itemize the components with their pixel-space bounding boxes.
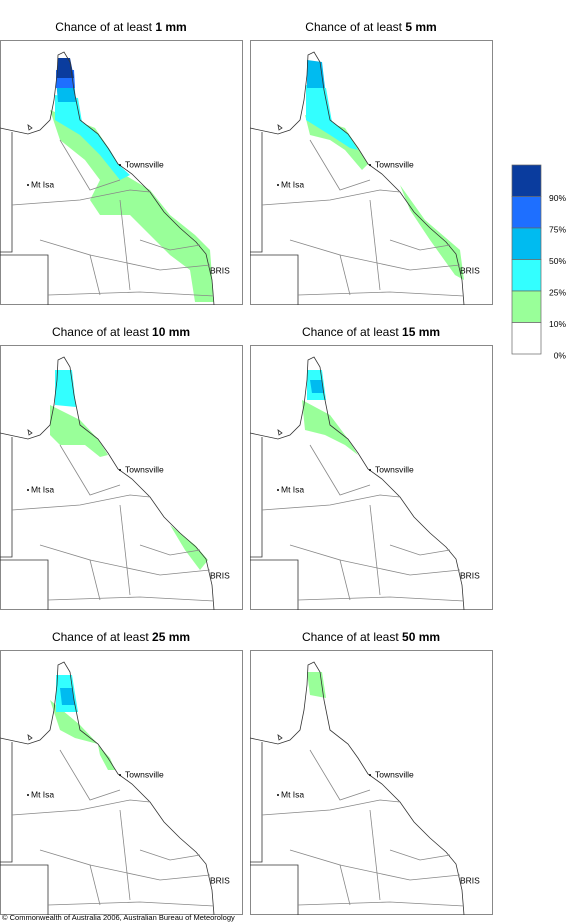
rain-area [60, 688, 75, 705]
place-dot [277, 794, 279, 796]
place-dot [119, 164, 121, 166]
map-panel: Townsville Mt Isa BRIS [0, 345, 243, 611]
panel-title: Chance of at least 15 mm [302, 325, 440, 339]
title-amount: 15 mm [402, 325, 440, 339]
place-dot [27, 184, 29, 186]
legend: 90% 75% 50% 25% 10% 0% [511, 164, 567, 360]
title-amount: 5 mm [405, 20, 436, 34]
place-label: Mt Isa [281, 789, 304, 799]
title-amount: 25 mm [152, 630, 190, 644]
place-label: Mt Isa [31, 789, 54, 799]
legend-label: 75% [549, 224, 566, 234]
map-panel: Townsville Mt Isa BRIS [0, 650, 243, 916]
legend-swatch [511, 196, 542, 229]
panel-frame [250, 345, 493, 610]
rain-area [310, 380, 324, 393]
rain-area [400, 185, 464, 280]
title-amount: 1 mm [155, 20, 186, 34]
rain-area [50, 405, 108, 457]
rain-area [170, 525, 208, 570]
panel-title: Chance of at least 10 mm [52, 325, 190, 339]
place-label: Mt Isa [281, 484, 304, 494]
legend-swatch [511, 322, 542, 355]
place-label: BRIS [210, 875, 230, 885]
map-panel: Townsville Mt Isa BRIS [249, 650, 493, 916]
rain-area [55, 95, 130, 180]
place-dot [27, 794, 29, 796]
place-label: Mt Isa [281, 179, 304, 189]
map-panel: Townsville Mt Isa BRIS [249, 345, 493, 611]
place-label: Townsville [125, 769, 164, 779]
panel-frame [250, 650, 493, 915]
panel-title: Chance of at least 1 mm [55, 20, 186, 34]
place-label: Townsville [375, 464, 414, 474]
place-label: Townsville [375, 159, 414, 169]
title-prefix: Chance of at least [302, 630, 399, 644]
place-dot [277, 489, 279, 491]
place-dot [119, 469, 121, 471]
panel-frame [0, 345, 243, 610]
panel-title: Chance of at least 25 mm [52, 630, 190, 644]
place-label: Mt Isa [31, 179, 54, 189]
place-dot [369, 469, 371, 471]
panel-title: Chance of at least 5 mm [305, 20, 436, 34]
place-label: Townsville [125, 159, 164, 169]
legend-label: 50% [549, 256, 566, 266]
rain-areas [50, 370, 208, 570]
place-dot [27, 489, 29, 491]
place-label: BRIS [210, 265, 230, 275]
rain-area [306, 85, 358, 150]
place-label: BRIS [460, 875, 480, 885]
rain-area [55, 370, 76, 407]
legend-label: 90% [549, 193, 566, 203]
copyright: © Commonwealth of Australia 2006, Austra… [2, 913, 235, 922]
map-panel: Townsville Mt Isa BRIS [249, 40, 493, 306]
title-prefix: Chance of at least [55, 20, 152, 34]
panel-title: Chance of at least 50 mm [302, 630, 440, 644]
legend-swatch [511, 164, 542, 197]
legend-label: 25% [549, 287, 566, 297]
rain-areas [50, 675, 115, 770]
panel-frame [0, 650, 243, 915]
title-prefix: Chance of at least [52, 630, 149, 644]
place-label: BRIS [210, 570, 230, 580]
title-amount: 10 mm [152, 325, 190, 339]
rain-areas [305, 60, 464, 280]
rain-area [98, 745, 115, 770]
legend-label: 0% [554, 350, 567, 360]
legend-swatch [511, 259, 542, 292]
place-dot [277, 184, 279, 186]
panels: Chance of at least 1 mm Townsville Mt Isa B… [0, 20, 493, 916]
place-label: BRIS [460, 265, 480, 275]
rain-areas [50, 58, 214, 302]
rain-areas [302, 370, 358, 455]
legend-label: 10% [549, 319, 566, 329]
title-amount: 50 mm [402, 630, 440, 644]
legend-swatch [511, 290, 542, 323]
place-dot [369, 164, 371, 166]
place-label: Townsville [375, 769, 414, 779]
title-prefix: Chance of at least [302, 325, 399, 339]
place-label: Townsville [125, 464, 164, 474]
map-panel: Townsville Mt Isa BRIS [0, 40, 243, 306]
title-prefix: Chance of at least [52, 325, 149, 339]
place-label: Mt Isa [31, 484, 54, 494]
place-dot [119, 774, 121, 776]
rain-area [50, 110, 214, 302]
title-prefix: Chance of at least [305, 20, 402, 34]
rain-area [302, 400, 358, 455]
place-label: BRIS [460, 570, 480, 580]
place-dot [369, 774, 371, 776]
legend-swatch [511, 227, 542, 260]
